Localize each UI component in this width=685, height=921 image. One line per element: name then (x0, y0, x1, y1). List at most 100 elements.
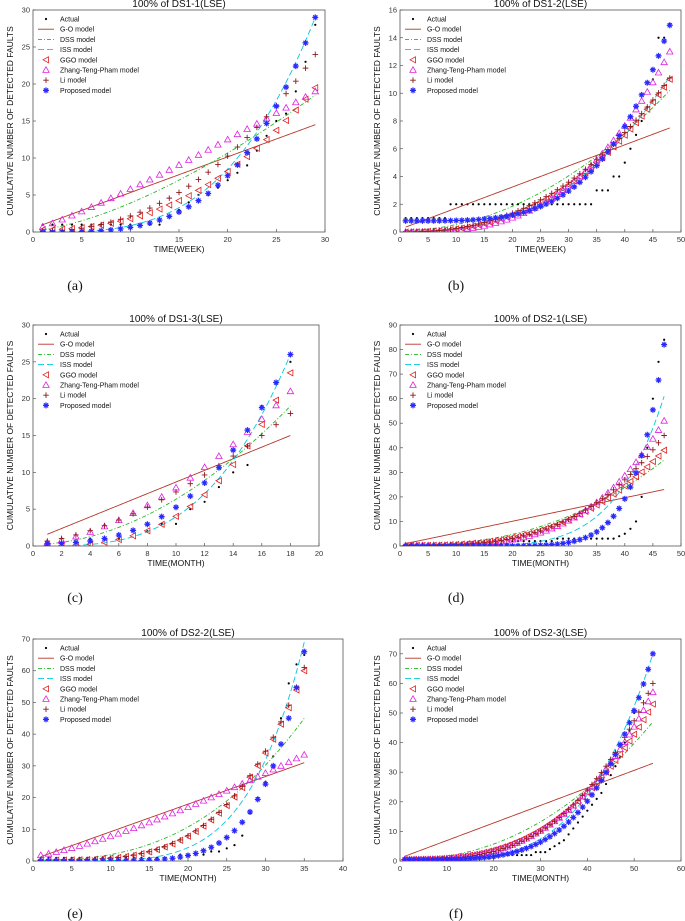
data-point (486, 220, 494, 228)
data-point (542, 836, 549, 843)
data-point (560, 183, 566, 189)
data-point (655, 90, 662, 96)
y-tick-label: 10 (22, 468, 30, 477)
data-point (153, 815, 161, 823)
y-tick-label: 14 (389, 33, 397, 42)
data-point (469, 223, 477, 231)
data-point (578, 792, 587, 800)
data-point (61, 858, 67, 861)
x-tick-label: 0 (398, 864, 402, 873)
data-point (287, 682, 290, 685)
data-point (455, 203, 458, 206)
y-tick-label: 0 (26, 542, 30, 551)
data-point (257, 420, 265, 429)
data-point (453, 217, 460, 224)
data-point (492, 214, 499, 221)
data-point (464, 223, 471, 230)
x-tick-label: 6 (117, 549, 121, 558)
data-point (231, 793, 238, 799)
data-point (638, 452, 645, 459)
plot-area (401, 338, 669, 546)
data-point (215, 477, 222, 485)
data-point (200, 847, 207, 854)
data-point (548, 198, 555, 205)
data-point (588, 782, 596, 790)
x-tick-label: 35 (593, 235, 601, 244)
data-point (509, 212, 516, 219)
data-point (532, 841, 539, 848)
data-point (174, 522, 178, 526)
data-point (293, 684, 300, 691)
data-point (636, 709, 642, 715)
data-point (571, 175, 578, 181)
legend-swatch (44, 332, 48, 336)
panel-caption: (d) (448, 591, 465, 606)
data-point (108, 219, 114, 225)
data-point (601, 537, 604, 540)
data-point (232, 471, 235, 474)
data-point (161, 856, 168, 861)
series-ztp (43, 387, 295, 546)
data-point (272, 109, 281, 116)
y-tick-label: 90 (389, 321, 397, 330)
data-point (464, 542, 471, 546)
data-point (606, 537, 610, 540)
data-point (614, 765, 617, 768)
series-dss (40, 718, 305, 861)
x-tick-label: 10 (126, 235, 134, 244)
data-point (411, 856, 418, 861)
data-point (92, 857, 98, 861)
data-point (548, 848, 551, 851)
data-point (283, 90, 289, 97)
y-tick-label: 0 (393, 228, 397, 237)
data-point (623, 741, 626, 744)
legend-swatch (43, 87, 49, 94)
data-point (610, 486, 617, 493)
data-point (645, 666, 652, 673)
data-point (526, 207, 533, 214)
data-point (525, 853, 528, 857)
legend-label: G-O model (60, 656, 95, 663)
data-point (498, 537, 504, 544)
series-go (405, 489, 665, 545)
data-point (282, 116, 289, 125)
data-point (532, 200, 538, 206)
x-tick-label: 25 (536, 235, 544, 244)
data-point (573, 203, 576, 206)
data-point (551, 830, 558, 837)
data-point (257, 414, 266, 422)
data-point (192, 828, 199, 834)
data-point (514, 534, 522, 542)
legend-swatch (411, 17, 415, 21)
legend-label: Li model (427, 78, 454, 85)
data-point (144, 504, 151, 510)
data-point (583, 787, 592, 795)
data-point (593, 499, 600, 506)
data-point (471, 203, 475, 206)
series-go (405, 127, 670, 228)
legend-label: G-O model (427, 27, 462, 34)
legend-swatch (410, 77, 416, 83)
y-tick-label: 30 (389, 768, 397, 777)
data-point (287, 351, 294, 358)
data-point (84, 857, 91, 861)
data-point (270, 762, 277, 769)
data-point (452, 226, 460, 232)
x-tick-label: 0 (31, 864, 35, 873)
legend-label: Zhang-Teng-Pham model (427, 383, 506, 390)
data-point (200, 822, 207, 829)
data-point (457, 856, 464, 861)
data-point (491, 219, 500, 226)
data-point (184, 155, 193, 163)
data-point (231, 827, 238, 834)
data-point (649, 78, 657, 86)
data-point (230, 453, 236, 459)
data-point (223, 834, 230, 841)
data-point (514, 848, 521, 855)
y-tick-label: 25 (22, 43, 30, 52)
data-point (233, 844, 236, 847)
data-point (214, 140, 222, 148)
data-point (490, 848, 497, 855)
data-point (430, 217, 437, 224)
data-point (156, 217, 163, 224)
